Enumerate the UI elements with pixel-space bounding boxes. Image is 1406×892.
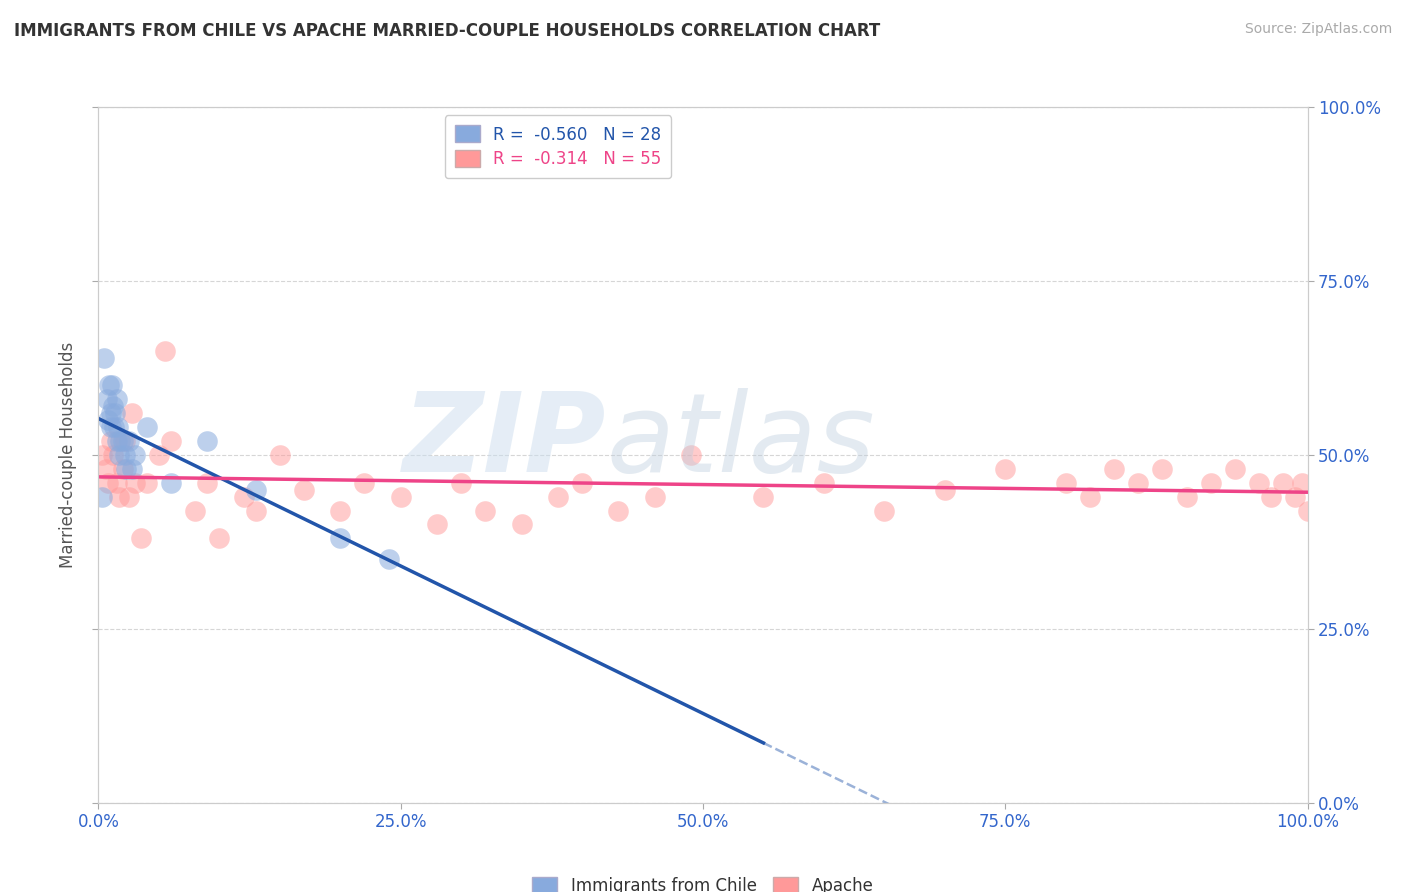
Point [245,483,267,497]
Point [107,420,129,434]
Point [118,434,141,448]
Point [100,434,122,448]
Point [104,406,127,420]
Point [121,462,143,476]
Point [97,413,120,427]
Point [108,490,131,504]
Point [91,490,114,504]
Point [148,448,170,462]
Point [1291,475,1313,490]
Point [752,490,775,504]
Point [94,462,117,476]
Point [118,490,141,504]
Point [129,532,152,546]
Point [98,378,121,392]
Point [426,517,449,532]
Text: ZIP: ZIP [402,387,606,494]
Point [607,503,630,517]
Point [153,343,176,358]
Point [101,448,124,462]
Point [1249,475,1271,490]
Point [377,552,399,566]
Point [474,503,496,517]
Point [1054,475,1077,490]
Point [1223,462,1246,476]
Point [245,503,267,517]
Point [124,448,146,462]
Point [111,462,134,476]
Point [121,406,143,420]
Text: atlas: atlas [606,387,875,494]
Point [160,434,183,448]
Point [124,475,146,490]
Point [195,434,218,448]
Point [114,434,136,448]
Point [100,420,122,434]
Point [184,503,207,517]
Point [510,517,533,532]
Point [813,475,835,490]
Point [101,399,124,413]
Point [232,490,254,504]
Point [1102,462,1125,476]
Point [115,462,138,476]
Point [389,490,412,504]
Point [96,392,118,407]
Point [269,448,291,462]
Point [1128,475,1150,490]
Point [1272,475,1295,490]
Text: Source: ZipAtlas.com: Source: ZipAtlas.com [1244,22,1392,37]
Legend: Immigrants from Chile, Apache: Immigrants from Chile, Apache [526,871,880,892]
Point [1078,490,1101,504]
Point [105,392,128,407]
Point [450,475,472,490]
Point [100,378,122,392]
Point [93,351,115,365]
Point [100,406,122,420]
Point [208,532,231,546]
Point [105,434,128,448]
Point [105,475,128,490]
Point [108,448,131,462]
Point [135,475,157,490]
Point [160,475,183,490]
Point [994,462,1017,476]
Point [111,434,134,448]
Point [571,475,593,490]
Point [1199,475,1222,490]
Point [1152,462,1174,476]
Point [108,434,131,448]
Point [114,448,136,462]
Point [644,490,666,504]
Point [934,483,956,497]
Point [1284,490,1306,504]
Point [1175,490,1198,504]
Point [1260,490,1282,504]
Point [97,475,120,490]
Point [135,420,157,434]
Y-axis label: Married-couple Households: Married-couple Households [59,342,77,568]
Point [679,448,702,462]
Point [353,475,375,490]
Point [1296,503,1319,517]
Point [292,483,315,497]
Point [91,448,114,462]
Point [547,490,569,504]
Point [195,475,218,490]
Point [103,420,125,434]
Point [329,503,352,517]
Point [873,503,896,517]
Point [329,532,352,546]
Text: IMMIGRANTS FROM CHILE VS APACHE MARRIED-COUPLE HOUSEHOLDS CORRELATION CHART: IMMIGRANTS FROM CHILE VS APACHE MARRIED-… [14,22,880,40]
